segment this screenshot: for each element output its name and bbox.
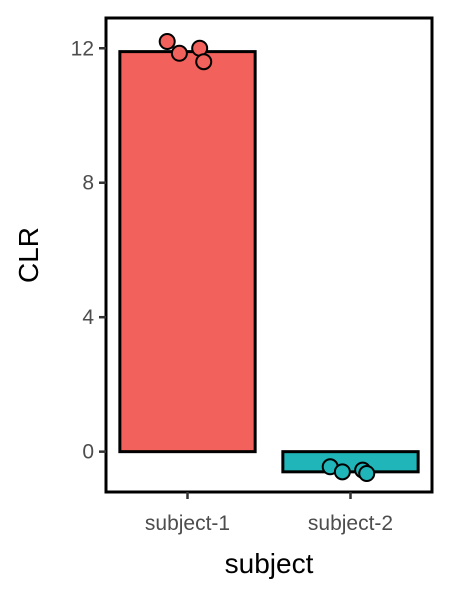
x-axis-title: subject (225, 548, 314, 579)
data-point-subject-2-3 (335, 464, 350, 479)
bar-subject-2 (283, 452, 418, 472)
data-point-subject-1-4 (196, 54, 211, 69)
y-tick-label-12: 12 (71, 37, 94, 60)
bar-subject-1 (120, 52, 255, 452)
data-point-subject-1-3 (172, 46, 187, 61)
y-axis: 0 4 8 12 (71, 37, 106, 463)
y-tick-label-4: 4 (82, 306, 94, 329)
y-tick-label-8: 8 (82, 172, 94, 195)
x-tick-label-subject-2: subject-2 (308, 512, 393, 535)
x-axis: subject-1 subject-2 (145, 492, 393, 535)
y-tick-label-0: 0 (82, 441, 94, 464)
data-point-subject-1-1 (160, 34, 175, 49)
y-axis-title: CLR (13, 227, 44, 283)
data-point-subject-2-4 (359, 466, 374, 481)
x-tick-label-subject-1: subject-1 (145, 512, 230, 535)
